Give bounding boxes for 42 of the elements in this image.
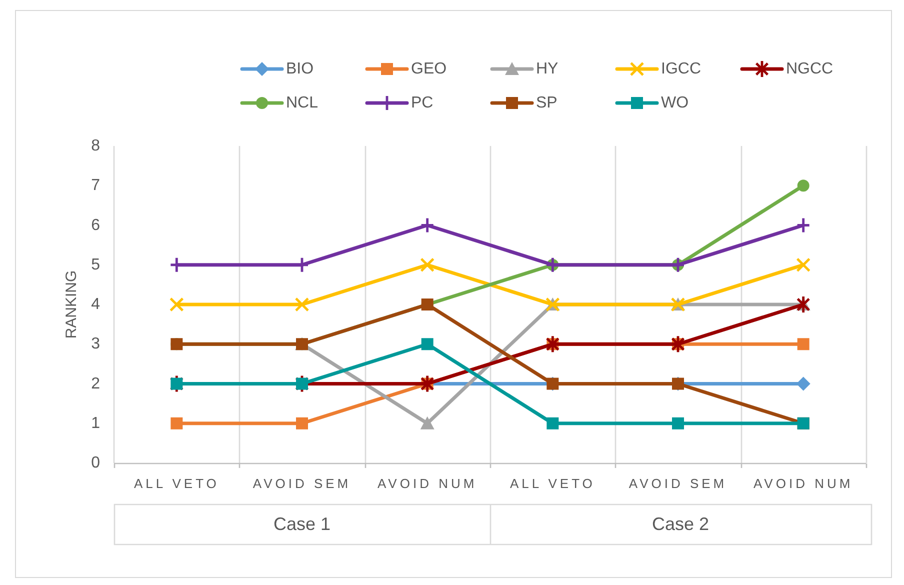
legend-label: SP [536, 94, 558, 112]
point [420, 258, 435, 272]
x-tick-label: AVOID SEM [628, 476, 728, 492]
legend-label: NGCC [786, 60, 834, 78]
y-tick-label: 2 [91, 375, 100, 392]
y-tick-label: 1 [91, 414, 100, 432]
legend-label: WO [661, 94, 689, 112]
y-axis-title: RANKING [63, 270, 80, 339]
point [170, 417, 183, 430]
point [797, 338, 810, 350]
x-tick-label: ALL VETO [510, 476, 596, 492]
y-tick-label: 0 [91, 454, 100, 472]
point [797, 180, 810, 192]
point [796, 217, 811, 234]
x-tick-label: AVOID NUM [753, 476, 854, 492]
y-tick-label: 4 [91, 296, 100, 313]
point [796, 258, 811, 272]
legend-label: NCL [286, 94, 318, 112]
x-tick-label: AVOID NUM [377, 476, 478, 492]
y-tick-label: 7 [91, 177, 100, 194]
y-tick-label: 3 [91, 336, 100, 353]
point [796, 376, 810, 391]
y-tick-label: 6 [91, 216, 100, 234]
x-tick-label: ALL VETO [134, 476, 220, 492]
legend-label: PC [411, 94, 434, 112]
point [672, 417, 684, 430]
legend-label: IGCC [661, 60, 701, 78]
point [296, 417, 308, 430]
legend-label: GEO [411, 60, 447, 78]
point [294, 297, 310, 312]
text: Case 1 [273, 514, 331, 534]
legend-label: BIO [286, 60, 314, 78]
point [546, 417, 559, 430]
y-tick-label: 5 [91, 256, 100, 274]
legend-label: HY [536, 60, 559, 78]
y-tick-label: 8 [91, 138, 100, 154]
point [169, 297, 184, 312]
text: Case 2 [652, 514, 710, 534]
point [420, 416, 434, 430]
point [420, 217, 435, 234]
x-tick-label: AVOID SEM [252, 476, 352, 492]
point [421, 338, 434, 350]
